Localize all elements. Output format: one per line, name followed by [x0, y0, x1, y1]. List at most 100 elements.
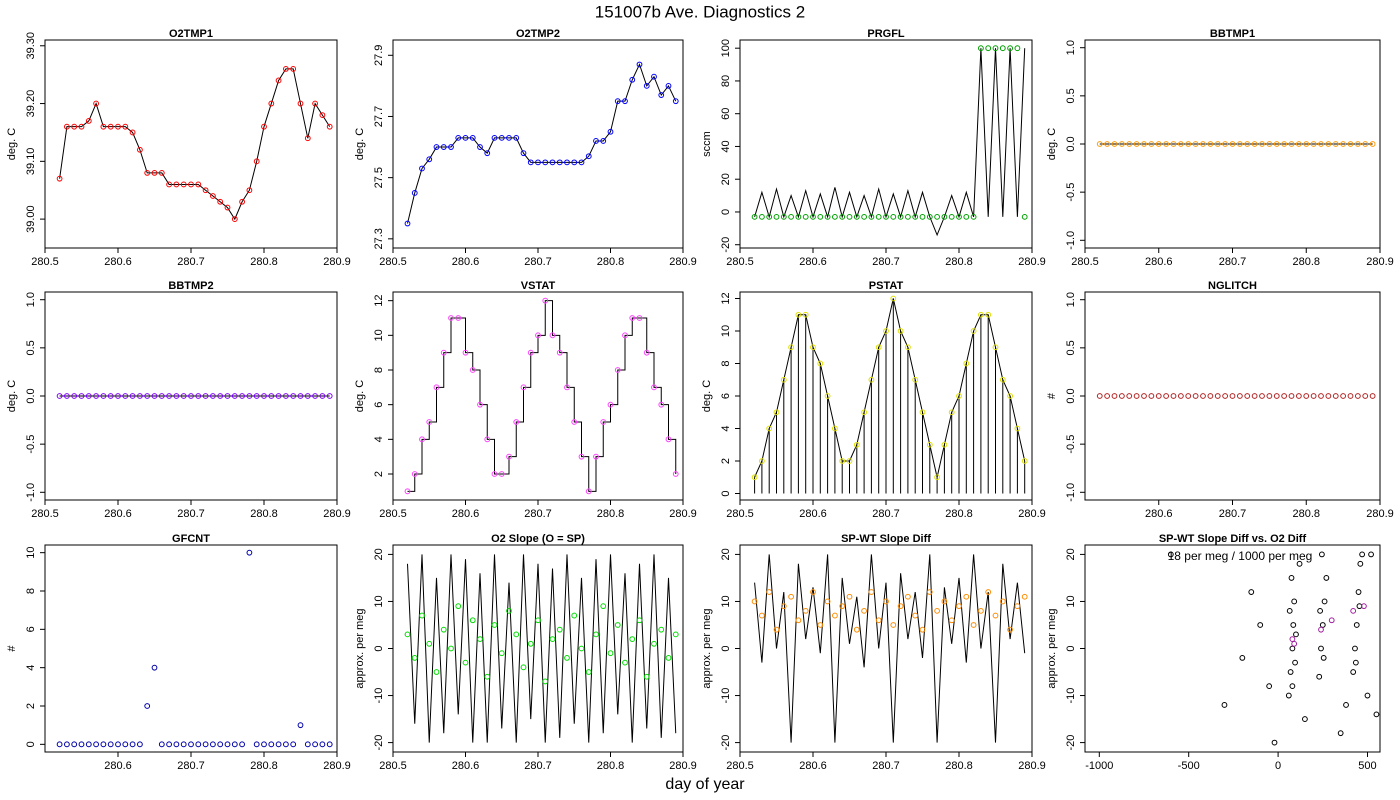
- x-tick-label: 280.8: [597, 508, 625, 520]
- point: [297, 393, 304, 399]
- point: [1200, 141, 1206, 147]
- x-tick-label: 280.6: [452, 760, 480, 772]
- point: [897, 603, 904, 610]
- point: [912, 376, 919, 383]
- point: [643, 349, 650, 356]
- point: [1239, 655, 1246, 661]
- y-tick-label: 60: [720, 108, 732, 120]
- point: [1291, 640, 1298, 647]
- y-tick-label: 27.9: [373, 45, 385, 66]
- point: [1316, 673, 1323, 680]
- point: [411, 471, 418, 477]
- point: [56, 741, 63, 748]
- point: [188, 741, 194, 748]
- point: [992, 344, 999, 351]
- point: [1340, 141, 1347, 147]
- point: [665, 82, 672, 89]
- point: [759, 213, 765, 220]
- point: [1289, 683, 1296, 690]
- y-tick-label: -10: [720, 688, 732, 704]
- point: [275, 741, 282, 748]
- point: [999, 376, 1006, 383]
- point: [941, 598, 948, 605]
- panel-title: BBTMP2: [168, 280, 213, 292]
- point: [1290, 622, 1297, 628]
- point: [1310, 393, 1317, 399]
- x-tick-label: 280.7: [872, 508, 900, 520]
- point: [926, 441, 933, 448]
- point: [934, 607, 940, 614]
- y-axis-label: #: [1046, 392, 1058, 399]
- point: [868, 376, 875, 383]
- point: [549, 636, 556, 642]
- x-tick-label: 280.9: [669, 256, 697, 268]
- point: [999, 45, 1006, 52]
- y-tick-label: 0.0: [1065, 388, 1077, 403]
- panel-title: O2TMP2: [516, 28, 560, 40]
- y-tick-label: 0: [720, 645, 732, 651]
- point: [868, 213, 875, 220]
- point: [491, 471, 498, 477]
- point: [239, 741, 246, 748]
- point: [1257, 622, 1264, 628]
- point: [404, 488, 411, 495]
- point: [78, 393, 85, 399]
- point: [1192, 141, 1199, 147]
- point: [268, 741, 275, 748]
- point: [658, 92, 665, 98]
- point: [1177, 141, 1184, 147]
- point: [571, 159, 578, 166]
- series-line: [407, 63, 677, 224]
- y-tick-label: -20: [373, 735, 385, 751]
- y-tick-label: 10: [373, 595, 385, 607]
- y-axis-label: deg. C: [6, 380, 18, 412]
- point: [788, 344, 794, 351]
- point: [1292, 659, 1298, 666]
- x-tick-label: 280.7: [524, 508, 552, 520]
- x-tick-label: 280.5: [379, 256, 407, 268]
- point: [1291, 598, 1298, 605]
- point: [440, 626, 447, 633]
- point: [905, 344, 911, 351]
- point: [513, 631, 520, 638]
- x-tick-label: -500: [1178, 760, 1200, 772]
- y-tick-label: 0: [25, 741, 37, 747]
- y-axis-label: approx. per meg: [701, 608, 713, 688]
- point: [672, 98, 679, 105]
- point: [564, 159, 570, 166]
- point: [231, 216, 238, 223]
- y-tick-label: 12: [373, 295, 385, 307]
- point: [614, 98, 621, 105]
- point: [629, 636, 636, 642]
- y-axis-label: deg. C: [354, 128, 366, 160]
- point: [956, 393, 962, 399]
- point: [1221, 702, 1228, 708]
- point: [85, 117, 92, 124]
- y-axis-label: deg. C: [701, 380, 713, 412]
- point: [751, 474, 758, 481]
- point: [527, 349, 534, 356]
- y-axis-label: deg. C: [6, 128, 18, 160]
- point: [78, 123, 85, 130]
- point: [846, 458, 853, 464]
- point: [795, 311, 802, 318]
- point: [433, 669, 440, 675]
- point: [1207, 141, 1214, 147]
- point: [498, 650, 505, 657]
- x-tick-label: 0: [1275, 760, 1281, 772]
- x-tick-label: 280.9: [323, 508, 351, 520]
- point: [1362, 393, 1369, 399]
- point: [239, 393, 246, 399]
- point: [253, 158, 260, 165]
- point: [1318, 645, 1324, 652]
- point: [115, 393, 121, 399]
- y-tick-label: -1.0: [25, 483, 37, 502]
- point: [319, 112, 326, 119]
- plot-frame: [44, 544, 338, 753]
- y-tick-label: 12: [720, 292, 732, 304]
- point: [122, 393, 129, 399]
- point: [556, 626, 563, 633]
- point: [188, 393, 194, 399]
- point: [1350, 669, 1357, 675]
- point: [217, 198, 224, 205]
